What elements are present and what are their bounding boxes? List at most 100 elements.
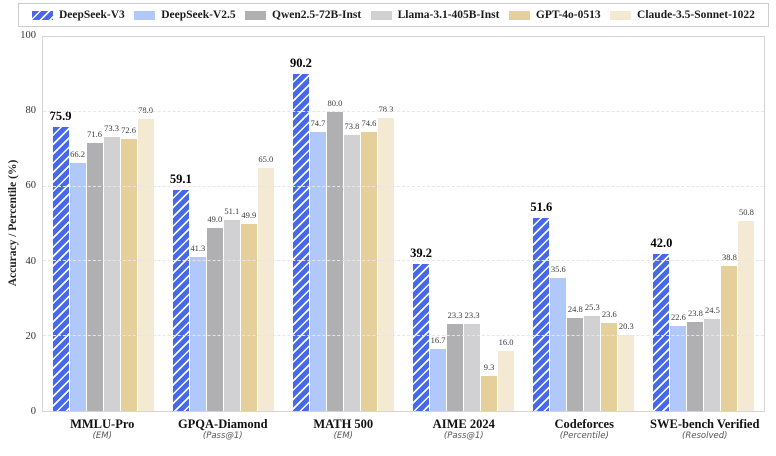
bar-wrap: 16.0 [498,338,515,411]
bar-llama-3-1-405b-inst [343,135,360,411]
bar-wrap: 25.3 [584,303,601,411]
bar-value-label: 25.3 [584,302,600,313]
bar-wrap: 72.6 [120,126,137,411]
bar-wrap: 74.7 [309,119,326,411]
legend-label: Llama-3.1-405B-Inst [397,9,500,21]
bar-wrap: 74.6 [360,119,377,411]
bar-value-label: 22.6 [671,312,686,323]
bar-value-label: 65.0 [258,153,274,164]
bar-value-label: 35.6 [550,263,566,274]
bar-gpt-4o-0513 [481,376,498,411]
bar-group-aime-2024: 39.2 16.7 23.3 23.3 9.3 16.0 [404,37,524,411]
bar-value-label: 75.9 [49,109,72,124]
bar-value-label: 90.2 [289,55,312,70]
category-metric: (Resolved) [682,431,728,442]
y-tick-20: 20 [25,330,37,342]
bar-value-label: 23.6 [601,308,617,319]
bar-llama-3-1-405b-inst [103,136,120,411]
bar-gpt-4o-0513 [721,265,738,411]
bar-wrap: 38.8 [721,253,738,411]
bar-deepseek-v2-5 [309,131,326,411]
bar-value-label: 24.8 [567,304,583,315]
bar-value-label: 39.2 [410,246,433,261]
bar-claude-3-5-sonnet-1022 [738,221,755,411]
bar-wrap: 23.6 [601,310,618,411]
bar-deepseek-v2-5 [189,256,206,411]
legend-item-deepseek-v2-5: DeepSeek-V2.5 [134,9,236,21]
bar-value-label: 59.1 [169,171,192,186]
bar-wrap: 42.0 [651,237,672,411]
bar-wrap: 51.1 [223,207,240,411]
bar-wrap: 35.6 [550,265,567,411]
bar-wrap: 73.3 [103,124,120,411]
bar-value-label: 49.0 [207,213,223,224]
bar-wrap: 39.2 [410,247,432,411]
bar-llama-3-1-405b-inst [223,219,240,411]
bar-value-label: 51.1 [224,205,240,216]
legend-label: DeepSeek-V3 [59,9,125,21]
bar-deepseek-v2-5 [430,348,447,411]
y-tick-100: 100 [20,30,36,41]
bar-deepseek-v2-5 [69,163,86,411]
x-label-codeforces: Codeforces (Percentile) [524,417,645,441]
bar-group-mmlu-pro: 75.9 66.2 71.6 73.3 72.6 78.0 [43,37,163,411]
bar-wrap: 23.3 [464,311,481,411]
bar-value-label: 42.0 [650,235,673,250]
category-label: MATH 500 [313,417,374,431]
bar-deepseek-v3 [292,73,309,411]
bar-wrap: 49.9 [240,211,257,411]
bar-group-math-500: 90.2 74.7 80.0 73.8 74.6 78.3 [283,37,403,411]
bar-value-label: 66.2 [70,149,86,160]
legend-swatch [245,10,267,20]
bar-llama-3-1-405b-inst [704,319,721,411]
bar-deepseek-v3 [533,218,550,411]
bar-wrap: 75.9 [50,110,72,411]
bar-groups: 75.9 66.2 71.6 73.3 72.6 78.0 59.1 41.3 49.0 51.1… [43,37,764,411]
x-label-swe-bench-verified: SWE-bench Verified (Resolved) [645,417,766,441]
category-metric: (EM) [92,431,112,442]
bar-llama-3-1-405b-inst [464,323,481,411]
bar-qwen2-5-72b-inst [567,318,584,411]
bar-wrap: 22.6 [670,313,687,411]
bar-gpt-4o-0513 [601,322,618,411]
bar-deepseek-v3 [52,127,69,411]
bar-value-label: 16.7 [430,334,446,345]
legend-item-gpt-4o-0513: GPT-4o-0513 [508,9,601,21]
bar-value-label: 73.8 [344,121,360,131]
y-tick-40: 40 [25,255,37,267]
bar-value-label: 24.5 [705,305,720,316]
bar-value-label: 72.6 [121,125,137,136]
bar-wrap: 59.1 [170,173,192,411]
bar-wrap: 9.3 [481,363,498,411]
bar-qwen2-5-72b-inst [447,323,464,411]
bar-gpt-4o-0513 [120,139,137,411]
bar-wrap: 73.8 [343,122,360,411]
legend-label: GPT-4o-0513 [535,9,601,21]
bar-wrap: 23.3 [447,311,464,411]
category-metric: (EM) [333,431,353,442]
bar-value-label: 41.3 [190,242,206,253]
legend-swatch [370,10,392,20]
x-label-gpqa-diamond: GPQA-Diamond (Pass@1) [163,417,284,441]
bar-wrap: 49.0 [206,215,223,411]
bar-group-gpqa-diamond: 59.1 41.3 49.0 51.1 49.9 65.0 [163,37,283,411]
bar-value-label: 38.8 [722,251,737,262]
legend-item-deepseek-v3: DeepSeek-V3 [32,9,125,21]
y-tick-60: 60 [25,180,37,192]
bar-wrap: 80.0 [326,99,343,411]
bar-wrap: 24.5 [704,306,721,411]
bar-value-label: 23.8 [688,308,703,318]
legend-item-qwen2-5-72b-inst: Qwen2.5-72B-Inst [245,9,361,21]
x-label-math-500: MATH 500 (EM) [283,417,404,441]
bar-claude-3-5-sonnet-1022 [257,167,274,411]
bar-wrap: 41.3 [189,244,206,411]
bar-value-label: 71.6 [87,129,103,140]
bar-value-label: 50.8 [739,207,754,218]
category-label: Codeforces [554,417,614,431]
category-metric: (Pass@1) [443,431,484,442]
bar-gpt-4o-0513 [360,132,377,411]
gridline-20 [43,335,764,337]
bar-deepseek-v3 [172,189,189,411]
gridline-60 [43,185,764,187]
